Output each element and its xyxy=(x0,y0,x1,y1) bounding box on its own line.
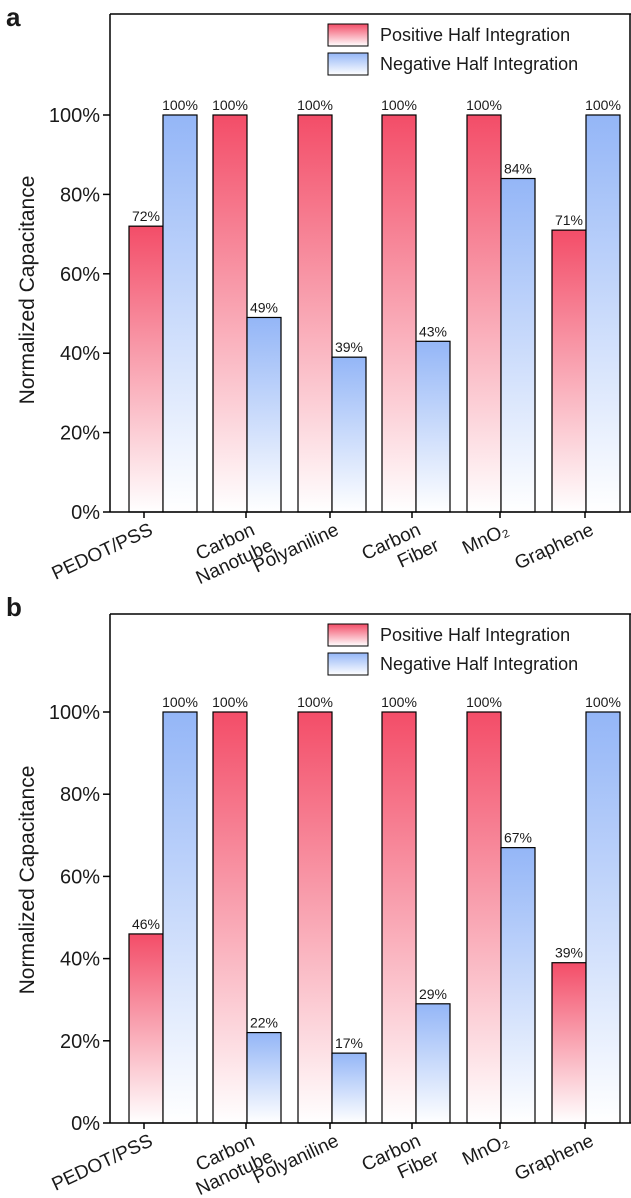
legend-swatch-positive xyxy=(327,23,369,47)
legend-label-positive: Positive Half Integration xyxy=(380,625,570,645)
bar-positive-5 xyxy=(466,114,502,513)
bar-negative-1 xyxy=(162,711,198,1124)
bar-positive-3 xyxy=(297,114,333,513)
x-tick-label-line: MnO₂ xyxy=(459,519,512,559)
bar-negative-4 xyxy=(415,1003,451,1124)
data-label: 100% xyxy=(297,694,333,710)
y-tick-label: 60% xyxy=(60,264,100,286)
bar-negative-2 xyxy=(246,316,282,513)
legend-label-negative: Negative Half Integration xyxy=(380,654,578,674)
bar-positive-3 xyxy=(297,711,333,1124)
x-tick-label: CarbonFiber xyxy=(359,1126,443,1196)
legend-swatch-negative xyxy=(327,52,369,76)
x-tick-label: MnO₂ xyxy=(459,519,512,559)
bar-positive-6 xyxy=(551,962,587,1124)
bar-negative-6 xyxy=(585,711,621,1124)
bar-negative-4 xyxy=(415,340,451,513)
y-tick-label: 0% xyxy=(71,502,100,524)
data-label: 29% xyxy=(419,986,447,1002)
bar-negative-1 xyxy=(162,114,198,513)
x-tick-label: CarbonNanotube xyxy=(184,1126,277,1198)
x-tick-label-line: MnO₂ xyxy=(459,1130,512,1170)
bar-positive-4 xyxy=(381,711,417,1124)
legend-label-positive: Positive Half Integration xyxy=(380,25,570,45)
data-label: 100% xyxy=(381,694,417,710)
x-tick-label: Graphene xyxy=(512,519,597,574)
bar-negative-2 xyxy=(246,1031,282,1124)
bar-positive-1 xyxy=(128,225,164,513)
y-tick-label: 40% xyxy=(60,343,100,365)
bar-negative-6 xyxy=(585,114,621,513)
y-tick-label: 80% xyxy=(60,784,100,806)
data-label: 100% xyxy=(162,694,198,710)
data-label: 84% xyxy=(504,161,532,177)
data-label: 49% xyxy=(250,299,278,315)
data-label: 100% xyxy=(381,97,417,113)
plot-area: 72% 100% 100% 100% 100% 71% 100% 49% 39% 43% 84% 10… xyxy=(49,13,631,589)
legend-label-negative: Negative Half Integration xyxy=(380,54,578,74)
legend: Positive Half Integration Negative Half … xyxy=(327,623,578,676)
bar-positive-6 xyxy=(551,229,587,513)
x-tick-label-line: Graphene xyxy=(512,1130,597,1185)
data-label: 100% xyxy=(212,97,248,113)
y-axis-label: Normalized Capacitance xyxy=(16,766,39,995)
x-tick-label: PEDOT/PSS xyxy=(49,519,156,584)
chart-panel-b: b Normalized Capacitance Positive Half I… xyxy=(6,592,631,1198)
data-label: 22% xyxy=(250,1015,278,1031)
x-tick-label: MnO₂ xyxy=(459,1130,512,1170)
y-tick-label: 20% xyxy=(60,423,100,445)
data-label: 46% xyxy=(132,916,160,932)
panel-letter: a xyxy=(6,2,21,32)
x-tick-label: PEDOT/PSS xyxy=(49,1130,156,1195)
bar-negative-5 xyxy=(500,847,536,1124)
y-tick-label: 40% xyxy=(60,949,100,971)
bar-negative-3 xyxy=(331,1052,367,1124)
data-label: 100% xyxy=(466,694,502,710)
bar-positive-5 xyxy=(466,711,502,1124)
data-label: 100% xyxy=(585,97,621,113)
data-label: 71% xyxy=(555,212,583,228)
y-tick-label: 60% xyxy=(60,866,100,888)
data-label: 39% xyxy=(335,339,363,355)
bar-negative-3 xyxy=(331,356,367,513)
data-label: 17% xyxy=(335,1035,363,1051)
x-tick-label-line: PEDOT/PSS xyxy=(49,1130,156,1195)
legend-swatch-negative xyxy=(327,652,369,676)
legend: Positive Half Integration Negative Half … xyxy=(327,23,578,76)
panel-letter: b xyxy=(6,592,22,622)
data-label: 100% xyxy=(585,694,621,710)
bar-negative-5 xyxy=(500,177,536,513)
data-label: 67% xyxy=(504,830,532,846)
data-label: 100% xyxy=(162,97,198,113)
y-axis-label: Normalized Capacitance xyxy=(16,176,39,405)
data-label: 72% xyxy=(132,208,160,224)
x-tick-label-line: Graphene xyxy=(512,519,597,574)
y-tick-label: 100% xyxy=(49,702,100,724)
y-tick-label: 100% xyxy=(49,105,100,127)
y-tick-label: 80% xyxy=(60,184,100,206)
bar-positive-2 xyxy=(212,711,248,1124)
bar-positive-1 xyxy=(128,933,164,1124)
data-label: 39% xyxy=(555,945,583,961)
x-tick-label-line: PEDOT/PSS xyxy=(49,519,156,584)
y-tick-label: 20% xyxy=(60,1031,100,1053)
y-tick-label: 0% xyxy=(71,1113,100,1135)
data-label: 100% xyxy=(466,97,502,113)
plot-area: 46% 100% 100% 100% 100% 39% 100% 22% 17% 29% 67% 10… xyxy=(49,613,631,1198)
x-tick-label: CarbonFiber xyxy=(359,515,443,585)
data-label: 43% xyxy=(419,323,447,339)
x-tick-label: Graphene xyxy=(512,1130,597,1185)
bar-positive-4 xyxy=(381,114,417,513)
data-label: 100% xyxy=(297,97,333,113)
data-label: 100% xyxy=(212,694,248,710)
legend-swatch-positive xyxy=(327,623,369,647)
bar-positive-2 xyxy=(212,114,248,513)
chart-panel-a: a Normalized Capacitance Positive Half I… xyxy=(6,2,631,589)
